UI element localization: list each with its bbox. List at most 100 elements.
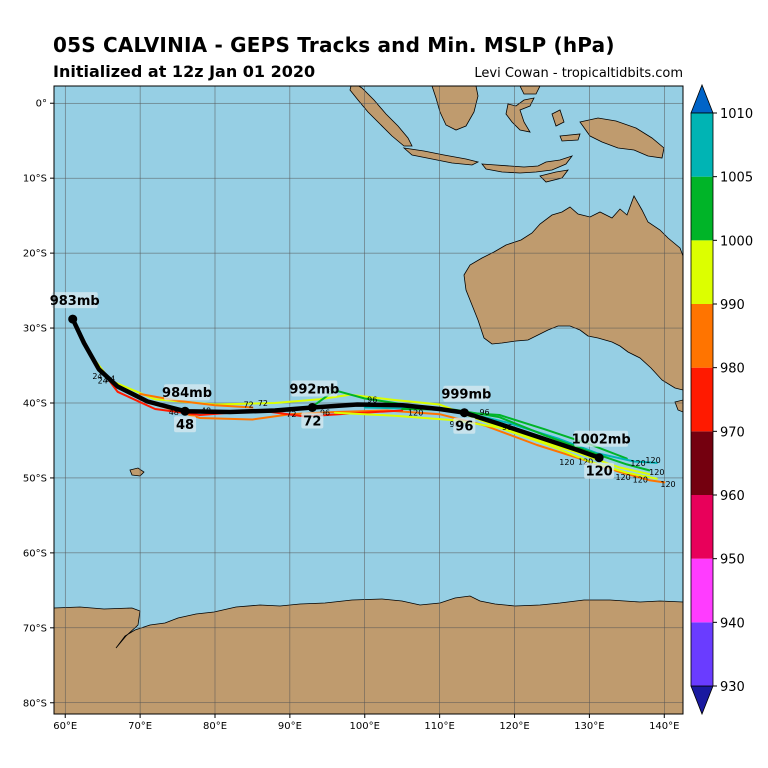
colorbar-frame [690,112,714,687]
colorbar-segment [691,176,713,241]
member-hour-label: 24 [98,377,108,386]
axis-ticks: 60°E 70°E 80°E 90°E 100°E 110°E 120°E 130°E 140°… [23,99,680,732]
lon-tick-label: 90°E [278,721,302,732]
lat-tick-label: 80°S [23,698,47,709]
mean-track-marker [180,406,190,416]
mslp-label-box [51,292,98,309]
new-guinea-land [579,117,665,159]
colorbar-segment [691,622,713,686]
mslp-label-box [291,380,338,397]
member-hour-label: 72 [286,410,296,419]
lat-tick-label: 40°S [23,398,47,409]
lon-tick-label: 70°E [128,721,152,732]
colorbar-label: 1010 [720,107,753,122]
seram-island [559,133,581,142]
antarctica-land [54,595,683,714]
member-hour-label: 24 [92,372,102,381]
colorbar-label: 950 [720,553,745,568]
forecast-hour-label: 48 [176,418,194,433]
colorbar-label: 990 [720,298,745,313]
mean-track-marker [68,314,78,324]
borneo-land [431,86,479,131]
lon-tick-label: 60°E [53,721,77,732]
member-hour-label: 120 [645,456,660,465]
mean-track-markers: 983mb 984mb 48 992mb 72 999mb 96 1002mb 120 [50,292,631,480]
colorbar-label: 960 [720,489,745,504]
lon-tick-label: 100°E [350,721,380,732]
mslp-label: 992mb [289,382,339,397]
sumatra-land [349,86,413,147]
moluccas-island [551,109,565,127]
forecast-hour-label: 72 [303,414,321,429]
map-frame [53,85,684,715]
lat-tick-label: 70°S [23,623,47,634]
mean-track-marker [459,408,469,418]
lat-tick-label: 20°S [23,249,47,260]
lon-tick-label: 130°E [574,721,604,732]
sulawesi-land [505,97,535,133]
member-hour-label: 96 [320,409,330,418]
member-hour-label: 120 [559,458,574,467]
hour-label-box [301,412,324,429]
mslp-label-box [574,430,629,447]
mslp-colorbar: 930 940 950 960 970 980 990 1000 1005 1010 [690,83,753,716]
timor-island [539,169,569,183]
lon-tick-label: 120°E [499,721,529,732]
mslp-label: 999mb [441,388,491,403]
forecast-hour-label: 120 [586,465,613,480]
lat-tick-label: 30°S [23,324,47,335]
member-hour-label: 120 [649,468,664,477]
credit-text: Levi Cowan - tropicaltidbits.com [474,66,683,81]
colorbar-label: 1000 [720,234,753,249]
colorbar-segment [691,304,713,368]
member-track-6 [333,411,658,480]
colorbar-segment [691,431,713,495]
java-land [402,147,480,166]
colorbar-over-arrow [690,83,714,114]
australia-land [463,195,683,391]
colorbar-label: 1005 [720,171,753,186]
mean-track-marker [307,402,317,412]
member-hour-label: 96 [367,395,377,404]
colorbar-segment [691,367,713,432]
colorbar-under-arrow [690,685,714,716]
colorbar-label: 970 [720,425,745,440]
member-hour-label: 72 [244,400,254,409]
philippines-fragment [519,86,541,95]
mslp-label: 1002mb [572,433,631,448]
lat-tick-label: 0° [36,99,47,110]
mslp-label-box [164,384,211,401]
colorbar-label: 980 [720,362,745,377]
member-hour-label: 120 [633,475,648,484]
mslp-label: 983mb [50,294,100,309]
member-track-7 [139,393,254,409]
forecast-hour-label: 96 [455,420,473,435]
mslp-label-box [443,385,490,402]
lat-tick-label: 50°S [23,473,47,484]
chart-title: 05S CALVINIA - GEPS Tracks and Min. MSLP… [53,33,615,57]
colorbar-segment [691,113,713,177]
hour-label-box [584,462,615,479]
member-hour-label: 48 [169,408,179,417]
chart-subtitle: Initialized at 12z Jan 01 2020 [53,62,316,81]
lon-tick-label: 110°E [424,721,454,732]
colorbar-label: 940 [720,616,745,631]
lat-lon-grid [54,86,683,714]
colorbar-segment [691,558,713,623]
colorbar-segment [691,495,713,559]
hour-label-box [453,417,476,434]
lat-tick-label: 60°S [23,548,47,559]
mean-track-marker [594,453,604,463]
member-hour-label: 120 [660,480,675,489]
member-hour-label: 72 [258,399,268,408]
lon-tick-label: 80°E [203,721,227,732]
colorbar-segment [691,240,713,304]
lat-tick-label: 10°S [23,174,47,185]
colorbar-label: 930 [720,680,745,695]
member-hour-label: 120 [615,473,630,482]
mslp-label: 984mb [162,386,212,401]
lon-tick-label: 140°E [649,721,679,732]
hour-label-box [174,416,197,433]
member-hour-label: 120 [408,409,423,418]
